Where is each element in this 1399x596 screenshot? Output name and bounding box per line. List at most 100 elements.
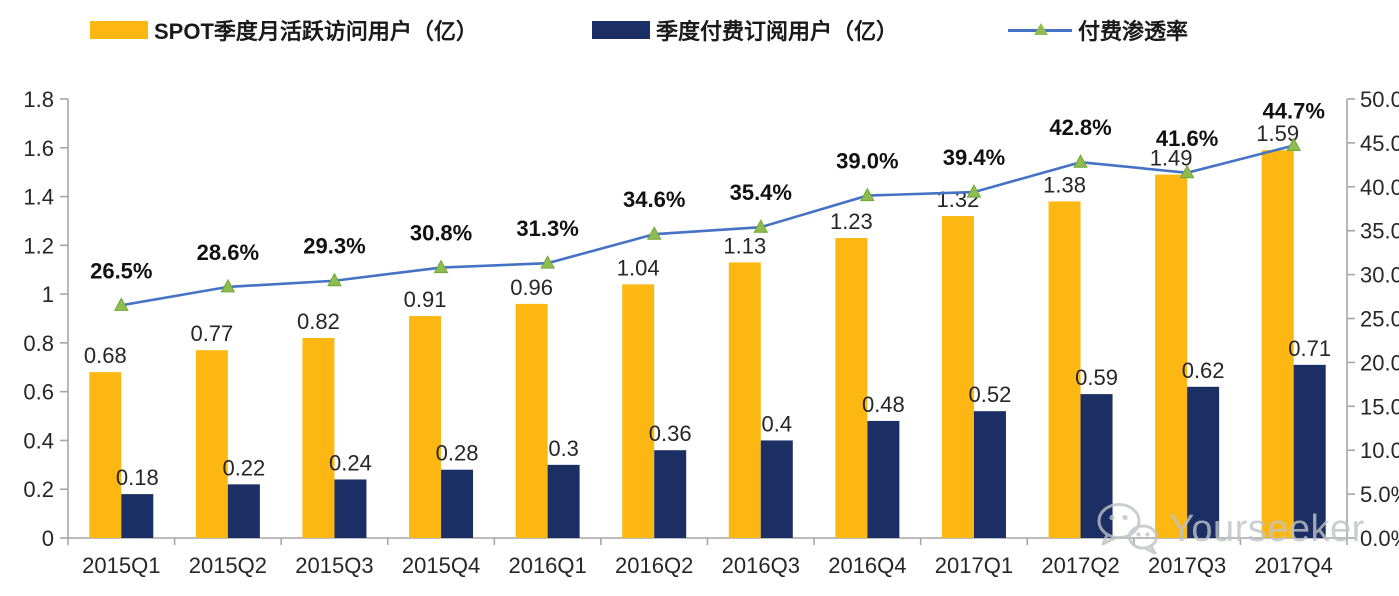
left-axis-tick-label: 1.4 <box>23 185 54 210</box>
penetration-marker <box>433 259 449 274</box>
penetration-percent-label: 35.4% <box>730 180 792 205</box>
legend-item-mau: SPOT季度月活跃访问用户（亿） <box>90 14 478 46</box>
left-axis-tick-label: 1.6 <box>23 136 54 161</box>
right-axis-tick-label: 45.0% <box>1360 131 1399 156</box>
penetration-percent-label: 29.3% <box>303 234 365 259</box>
penetration-marker <box>1179 164 1195 179</box>
subscribers-bar <box>1187 386 1220 538</box>
right-axis-tick-label: 50.0% <box>1360 87 1399 112</box>
penetration-marker <box>753 219 769 233</box>
subscribers-value-label: 0.3 <box>548 436 579 461</box>
mau-bar <box>195 350 228 538</box>
right-axis-tick-label: 5.0% <box>1360 482 1399 507</box>
x-axis-label: 2016Q3 <box>722 553 800 578</box>
x-axis-label: 2017Q3 <box>1148 553 1226 578</box>
x-axis-label: 2015Q4 <box>402 553 480 578</box>
mau-bar <box>89 372 122 538</box>
left-axis-tick-label: 0.8 <box>23 331 54 356</box>
penetration-percent-label: 44.7% <box>1263 99 1325 124</box>
penetration-percent-label: 31.3% <box>516 216 578 241</box>
legend-item-penetration: 付费渗透率 <box>1008 14 1188 46</box>
mau-bar-swatch <box>90 21 148 39</box>
chart-legend: SPOT季度月活跃访问用户（亿） 季度付费订阅用户（亿） 付费渗透率 <box>0 14 1399 50</box>
mau-bar <box>1155 174 1188 538</box>
penetration-marker <box>113 297 129 311</box>
mau-bar <box>1048 201 1081 538</box>
legend-label-mau: SPOT季度月活跃访问用户（亿） <box>154 19 478 44</box>
mau-value-label: 0.77 <box>190 321 233 346</box>
penetration-percent-label: 28.6% <box>197 240 259 265</box>
subscribers-bar <box>547 464 580 538</box>
legend-label-subscribers: 季度付费订阅用户（亿） <box>656 19 899 44</box>
mau-value-label: 0.96 <box>510 275 553 300</box>
penetration-marker <box>860 187 875 202</box>
penetration-marker <box>327 272 342 287</box>
mau-bar <box>941 216 974 539</box>
penetration-marker <box>540 255 555 269</box>
subscribers-value-label: 0.18 <box>116 465 159 490</box>
subscribers-value-label: 0.48 <box>862 392 905 417</box>
triangle-marker-icon <box>1034 23 1048 35</box>
mau-bar <box>409 316 442 538</box>
mau-value-label: 1.13 <box>723 233 766 258</box>
penetration-marker <box>966 184 982 198</box>
x-axis-label: 2016Q4 <box>828 553 906 578</box>
penetration-percent-label: 34.6% <box>623 187 685 212</box>
penetration-percent-label: 41.6% <box>1156 126 1218 151</box>
mau-bar <box>1261 150 1294 538</box>
subscribers-bar <box>654 450 687 538</box>
mau-value-label: 1.23 <box>830 209 873 234</box>
right-axis-tick-label: 40.0% <box>1360 175 1399 200</box>
penetration-percent-label: 42.8% <box>1049 115 1111 140</box>
subscribers-value-label: 0.62 <box>1182 358 1225 383</box>
penetration-line-swatch <box>1008 21 1072 39</box>
penetration-percent-label: 26.5% <box>90 258 152 283</box>
left-axis-tick-label: 0 <box>42 526 54 551</box>
x-axis-label: 2016Q1 <box>508 553 586 578</box>
penetration-marker <box>1073 154 1088 168</box>
mau-bar <box>302 338 335 538</box>
penetration-percent-label: 30.8% <box>410 221 472 246</box>
x-axis-label: 2016Q2 <box>615 553 693 578</box>
subscribers-value-label: 0.59 <box>1075 365 1118 390</box>
right-axis-tick-label: 0.0% <box>1360 526 1399 551</box>
subscribers-value-label: 0.52 <box>969 382 1012 407</box>
mau-value-label: 0.91 <box>404 287 447 312</box>
legend-item-subscribers: 季度付费订阅用户（亿） <box>592 14 898 46</box>
right-axis-tick-label: 10.0% <box>1360 438 1399 463</box>
subscribers-bar <box>334 479 367 538</box>
x-axis-label: 2017Q1 <box>935 553 1013 578</box>
left-axis-tick-label: 0.2 <box>23 477 54 502</box>
mau-value-label: 1.04 <box>617 255 660 280</box>
subscribers-bar <box>227 484 260 538</box>
x-axis-label: 2015Q2 <box>189 553 267 578</box>
left-axis-tick-label: 1 <box>42 282 54 307</box>
penetration-percent-label: 39.4% <box>943 145 1005 170</box>
subscribers-value-label: 0.28 <box>436 441 479 466</box>
mau-value-label: 0.68 <box>84 343 127 368</box>
x-axis-label: 2015Q1 <box>82 553 160 578</box>
right-axis-tick-label: 25.0% <box>1360 307 1399 332</box>
penetration-marker <box>646 226 662 240</box>
subscribers-bar <box>1293 364 1326 538</box>
mau-bar <box>515 303 548 538</box>
mau-value-label: 1.49 <box>1150 146 1193 171</box>
mau-bar <box>835 238 868 538</box>
subscribers-value-label: 0.71 <box>1288 336 1331 361</box>
x-axis-label: 2017Q4 <box>1255 553 1333 578</box>
right-axis-tick-label: 20.0% <box>1360 350 1399 375</box>
subscribers-bar <box>973 411 1006 538</box>
subscribers-bar <box>760 440 793 538</box>
subscribers-bar <box>1080 394 1113 538</box>
subscribers-bar <box>121 494 154 538</box>
x-axis-label: 2015Q3 <box>295 553 373 578</box>
mau-bar <box>622 284 655 538</box>
subscribers-value-label: 0.36 <box>649 421 692 446</box>
x-axis-label: 2017Q2 <box>1041 553 1119 578</box>
penetration-marker <box>220 278 236 293</box>
subscribers-value-label: 0.24 <box>329 450 372 475</box>
subscribers-value-label: 0.22 <box>222 455 265 480</box>
left-axis-tick-label: 0.4 <box>23 428 54 453</box>
